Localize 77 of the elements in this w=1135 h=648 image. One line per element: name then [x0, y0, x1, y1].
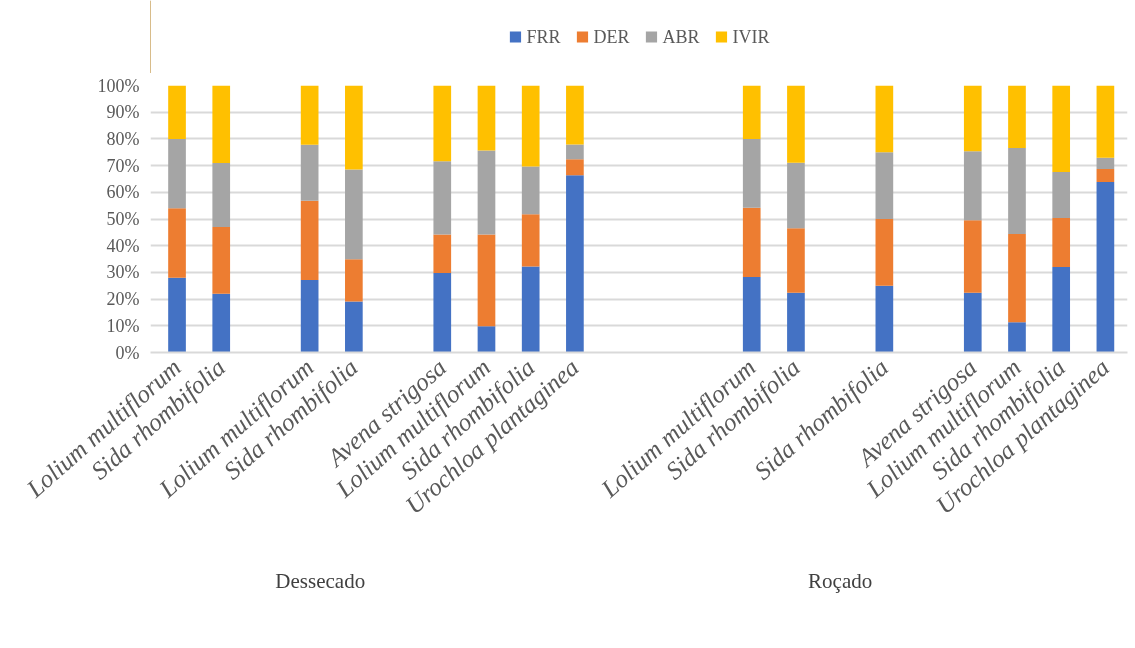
bar: [875, 285, 894, 353]
bar: [875, 152, 894, 219]
y-tick-label: 60%: [106, 182, 140, 203]
bar: [345, 301, 363, 353]
y-tick-label: 80%: [106, 128, 140, 149]
bar: [787, 228, 805, 293]
bar: [345, 85, 363, 170]
bar: [433, 234, 452, 273]
bar: [212, 85, 231, 163]
bar: [477, 234, 496, 327]
y-tick-label: 90%: [106, 102, 140, 123]
bar: [1008, 85, 1026, 148]
bar: [1052, 217, 1071, 268]
text: Roçado: [808, 568, 873, 593]
bar: [521, 85, 540, 167]
bar: [566, 175, 584, 353]
bar: [477, 85, 496, 151]
bar: [521, 266, 540, 353]
bar: [1008, 147, 1026, 234]
bar: [212, 162, 231, 228]
bar: [963, 220, 982, 293]
bar: [168, 208, 186, 278]
bar: [477, 326, 496, 353]
legend-label: IVIR: [732, 26, 770, 47]
bar: [742, 207, 761, 277]
bar: [963, 85, 982, 152]
bar: [1096, 169, 1115, 182]
bar: [566, 85, 584, 145]
bar: [1008, 233, 1026, 323]
bar: [742, 276, 761, 353]
bar: [566, 159, 584, 176]
bar: [212, 293, 231, 353]
bar: [787, 162, 805, 229]
bar: [212, 227, 231, 294]
bar: [300, 144, 319, 201]
y-tick-label: 20%: [106, 289, 140, 310]
legend-label: DER: [593, 26, 630, 47]
bar: [433, 161, 452, 235]
y-tick-label: 70%: [106, 155, 140, 176]
y-tick-label: 30%: [106, 262, 140, 283]
bar: [1052, 172, 1071, 218]
bar: [433, 85, 452, 162]
bar: [300, 200, 319, 280]
bar: [1096, 85, 1115, 158]
bar: [1096, 181, 1115, 353]
y-tick-label: 10%: [106, 315, 140, 336]
bar: [300, 279, 319, 353]
bar: [433, 272, 452, 353]
bar: [875, 219, 894, 286]
bar: [1052, 267, 1071, 353]
bar: [477, 150, 496, 235]
text: Dessecado: [275, 568, 366, 593]
bar: [787, 85, 805, 163]
bar: [300, 85, 319, 145]
bar: [168, 138, 186, 209]
bar: [345, 259, 363, 302]
bar: [787, 292, 805, 353]
bar: [742, 138, 761, 208]
bar: [1096, 157, 1115, 170]
y-tick-label: 40%: [106, 235, 140, 256]
bar: [875, 85, 894, 153]
bar: [345, 169, 363, 260]
bar: [168, 85, 186, 139]
bar: [168, 277, 186, 353]
bar: [963, 292, 982, 353]
bar: [742, 85, 761, 139]
bar: [566, 144, 584, 160]
legend-label: FRR: [526, 26, 561, 47]
legend-label: ABR: [662, 26, 700, 47]
bar: [1008, 322, 1026, 353]
bar: [1052, 85, 1071, 173]
bar: [521, 214, 540, 267]
y-tick-label: 0%: [115, 342, 140, 363]
bar: [521, 166, 540, 215]
bar: [963, 151, 982, 221]
y-tick-label: 100%: [97, 75, 140, 96]
y-tick-label: 50%: [106, 209, 140, 229]
